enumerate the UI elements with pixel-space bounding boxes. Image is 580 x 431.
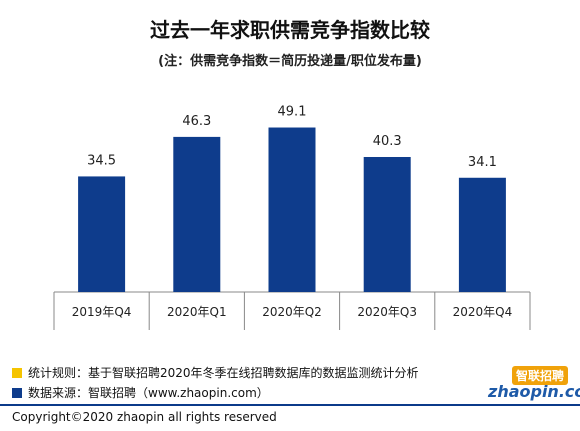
bar-5 bbox=[458, 177, 506, 292]
chart-title: 过去一年求职供需竞争指数比较 bbox=[150, 18, 430, 42]
tick-label-5: 2020年Q4 bbox=[453, 305, 513, 319]
chart-subtitle: (注：供需竞争指数＝简历投递量/职位发布量) bbox=[158, 54, 422, 69]
data-label-4: 40.3 bbox=[373, 134, 402, 149]
tick-label-4: 2020年Q3 bbox=[357, 305, 417, 319]
stats-rule-note: 统计规则：基于智联招聘2020年冬季在线招聘数据库的数据监测统计分析 bbox=[12, 364, 419, 381]
bar-3 bbox=[268, 127, 316, 292]
logo-mark: 智联招聘 bbox=[511, 366, 568, 385]
bar-4 bbox=[363, 156, 411, 292]
tick-label-1: 2019年Q4 bbox=[72, 305, 132, 319]
tick-label-3: 2020年Q2 bbox=[262, 305, 322, 319]
zhaopin-logo: 智联招聘 zhaopin.com bbox=[488, 366, 580, 402]
data-label-1: 34.5 bbox=[87, 153, 116, 168]
data-source-text: 数据来源：智联招聘（www.zhaopin.com） bbox=[28, 386, 269, 400]
footer-divider bbox=[0, 404, 580, 406]
data-source-note: 数据来源：智联招聘（www.zhaopin.com） bbox=[12, 384, 269, 401]
copyright-text: Copyright©2020 zhaopin all rights reserv… bbox=[12, 410, 277, 424]
data-label-5: 34.1 bbox=[468, 155, 497, 170]
logo-word: zhaopin.com bbox=[488, 382, 580, 401]
yellow-square-icon bbox=[12, 368, 22, 378]
tick-label-2: 2020年Q1 bbox=[167, 305, 227, 319]
bar-2 bbox=[173, 136, 221, 292]
data-label-2: 46.3 bbox=[182, 114, 211, 129]
bar-1 bbox=[78, 176, 126, 292]
stats-rule-text: 统计规则：基于智联招聘2020年冬季在线招聘数据库的数据监测统计分析 bbox=[28, 366, 419, 380]
data-label-3: 49.1 bbox=[278, 105, 307, 120]
blue-square-icon bbox=[12, 388, 22, 398]
